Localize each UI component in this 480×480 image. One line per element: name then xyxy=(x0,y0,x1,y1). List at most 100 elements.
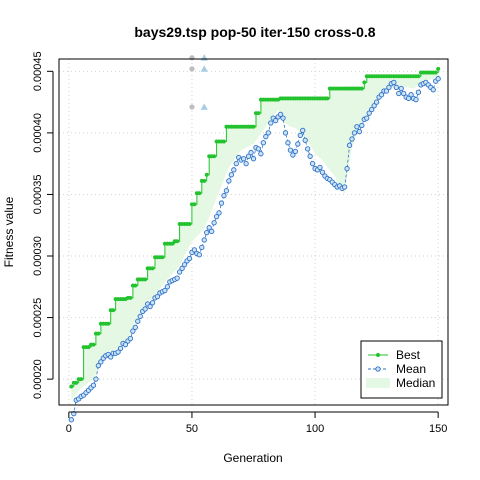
best-point xyxy=(417,74,421,78)
mean-point xyxy=(200,245,204,249)
best-point xyxy=(129,296,133,300)
mean-point xyxy=(202,238,206,242)
best-point xyxy=(151,267,155,271)
mean-point xyxy=(308,154,312,158)
mean-point xyxy=(357,129,361,133)
best-point xyxy=(362,81,366,85)
mean-point xyxy=(266,131,270,135)
best-point xyxy=(106,322,110,326)
mean-point xyxy=(249,150,253,154)
mean-point xyxy=(352,131,356,135)
best-point xyxy=(326,97,330,101)
legend-key-mean-point xyxy=(376,367,380,371)
best-point xyxy=(222,140,226,144)
mean-point xyxy=(286,141,290,145)
mean-point xyxy=(229,173,233,177)
mean-point xyxy=(414,97,418,101)
mean-point xyxy=(175,276,179,280)
mean-point xyxy=(283,131,287,135)
y-axis-label: Fitness value xyxy=(2,196,16,267)
mean-point xyxy=(241,157,245,161)
best-point xyxy=(198,191,202,195)
mean-point xyxy=(128,336,132,340)
legend-key-median xyxy=(366,378,390,388)
mean-point xyxy=(436,77,440,81)
best-point xyxy=(202,179,206,183)
mean-point xyxy=(318,165,322,169)
best-point xyxy=(111,308,115,312)
best-point xyxy=(70,385,74,389)
mean-point xyxy=(94,377,98,381)
best-point xyxy=(436,67,440,71)
mean-point xyxy=(165,285,169,289)
y-tick-label: 0.00030 xyxy=(32,236,44,276)
mean-point xyxy=(256,147,260,151)
mean-point xyxy=(251,157,255,161)
mean-point xyxy=(360,123,364,127)
legend-key-best-point xyxy=(376,353,380,357)
best-point xyxy=(74,381,78,385)
mean-point xyxy=(397,91,401,95)
mean-point xyxy=(224,189,228,193)
mean-point xyxy=(217,211,221,215)
best-point xyxy=(92,343,96,347)
mean-point xyxy=(212,221,216,225)
mean-point xyxy=(303,138,307,142)
mean-point xyxy=(227,179,231,183)
mean-point xyxy=(136,319,140,323)
mean-point xyxy=(259,152,263,156)
mean-point xyxy=(345,166,349,170)
x-tick-label: 50 xyxy=(186,423,198,435)
y-tick-label: 0.00035 xyxy=(32,175,44,215)
best-point xyxy=(193,202,197,206)
best-point xyxy=(212,154,216,158)
best-point xyxy=(360,87,364,91)
x-tick-label: 0 xyxy=(66,423,72,435)
mean-point xyxy=(219,201,223,205)
mean-point xyxy=(187,256,191,260)
legend-label: Best xyxy=(396,348,421,362)
mean-point xyxy=(138,314,142,318)
mean-point xyxy=(355,125,359,129)
mean-point xyxy=(342,185,346,189)
best-point xyxy=(175,239,179,243)
mean-point xyxy=(310,161,314,165)
mean-point xyxy=(431,88,435,92)
mean-point xyxy=(143,307,147,311)
mean-point xyxy=(133,325,137,329)
mean-point xyxy=(222,193,226,197)
best-point xyxy=(79,377,83,381)
mean-point xyxy=(416,90,420,94)
best-point xyxy=(143,278,147,282)
mean-point xyxy=(232,168,236,172)
best-point xyxy=(257,111,261,115)
mean-point xyxy=(399,86,403,90)
mean-point xyxy=(205,230,209,234)
mean-point xyxy=(69,418,73,422)
mean-point xyxy=(288,148,292,152)
y-tick-label: 0.00045 xyxy=(32,51,44,91)
best-point xyxy=(161,255,165,259)
x-tick-label: 150 xyxy=(429,423,447,435)
best-point xyxy=(97,332,101,336)
mean-point xyxy=(347,143,351,147)
y-tick-label: 0.00040 xyxy=(32,113,44,153)
best-point xyxy=(205,173,209,177)
y-tick-label: 0.00020 xyxy=(32,359,44,399)
extra-point-circle xyxy=(189,66,194,71)
extra-point-circle xyxy=(189,55,194,60)
extra-point-circle xyxy=(189,104,194,109)
mean-point xyxy=(197,253,201,257)
mean-point xyxy=(234,161,238,165)
y-tick-label: 0.00025 xyxy=(32,298,44,338)
mean-point xyxy=(118,346,122,350)
x-axis-label: Generation xyxy=(223,451,282,465)
best-point xyxy=(434,71,438,75)
best-point xyxy=(134,284,138,288)
best-point xyxy=(188,222,192,226)
mean-point xyxy=(374,100,378,104)
legend-label: Mean xyxy=(396,362,426,376)
